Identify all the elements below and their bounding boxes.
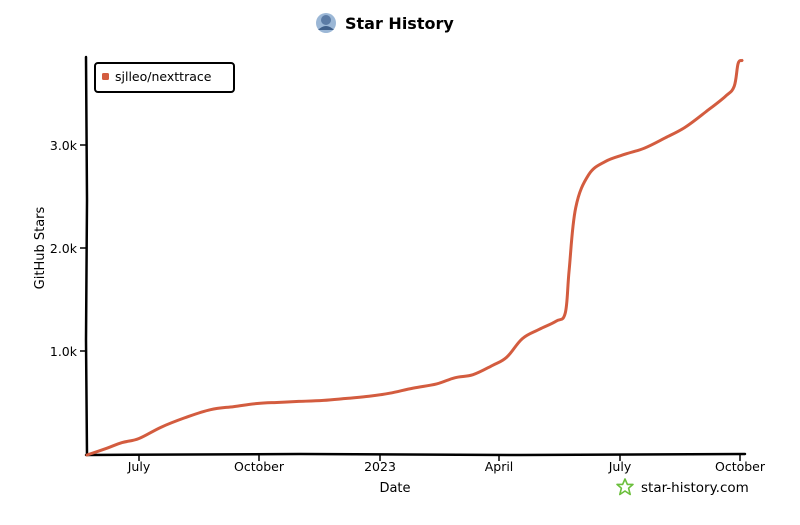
x-tick-label: 2023 bbox=[364, 459, 396, 474]
watermark-text: star-history.com bbox=[641, 480, 749, 496]
y-ticks: 1.0k 2.0k 3.0k bbox=[50, 138, 86, 359]
series-line-sjlleo-nexttrace bbox=[85, 59, 744, 457]
x-tick-label: July bbox=[608, 459, 632, 474]
x-tick-label: April bbox=[485, 459, 514, 474]
legend-swatch bbox=[102, 73, 109, 80]
watermark: star-history.com bbox=[616, 478, 749, 496]
y-axis-line bbox=[84, 55, 89, 457]
chart-title: Star History bbox=[345, 14, 454, 33]
x-axis-title: Date bbox=[379, 481, 410, 496]
x-tick-label: July bbox=[127, 459, 151, 474]
legend: sjlleo/nexttrace bbox=[94, 62, 235, 93]
y-tick-label: 1.0k bbox=[50, 344, 78, 359]
star-logo-icon bbox=[616, 478, 634, 496]
legend-box bbox=[94, 62, 235, 93]
x-ticks: July October 2023 April July October bbox=[127, 455, 766, 474]
legend-label: sjlleo/nexttrace bbox=[115, 69, 212, 84]
x-tick-label: October bbox=[234, 459, 285, 474]
chart-title-group: Star History bbox=[316, 13, 454, 33]
x-axis-line bbox=[84, 452, 747, 457]
axes bbox=[84, 55, 747, 457]
y-axis-title: GitHub Stars bbox=[33, 206, 48, 289]
avatar bbox=[316, 13, 336, 33]
y-tick-label: 2.0k bbox=[50, 241, 78, 256]
y-tick-label: 3.0k bbox=[50, 138, 78, 153]
x-tick-label: October bbox=[715, 459, 766, 474]
